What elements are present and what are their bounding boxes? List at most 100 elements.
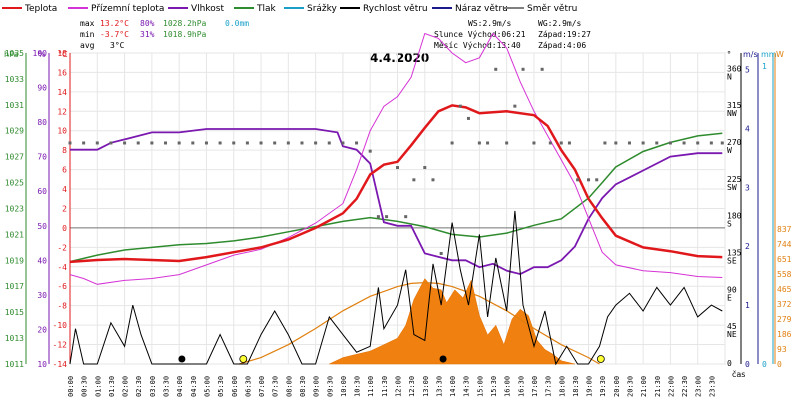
temp-tick-label: -10 [53,321,68,330]
stat-rain: 0.0mm [225,19,249,28]
wind-dir-point [431,178,435,182]
pct-tick-label: 50 [37,222,47,231]
w-tick-label: 186 [777,330,792,339]
unit-ms: m/s [743,50,758,59]
time-tick-label: 09:00 [313,376,321,397]
w-tick-label: 558 [777,270,792,279]
temp-tick-label: 14 [57,88,67,97]
time-tick-label: 13:30 [435,376,443,397]
stat-min-press: 1018.9hPa [163,30,207,39]
dir-tick-label: 135 [727,248,742,257]
wind-dir-point [709,141,713,145]
pct-tick-label: 10 [37,360,47,369]
wind-dir-point [505,141,509,145]
dir-tick-compass: W [727,146,732,155]
wind-speed-line [69,210,723,366]
stat-avg-label: avg [80,41,95,50]
time-tick-label: 20:00 [613,376,621,397]
temp-tick-label: 18 [57,49,67,58]
time-tick-label: 23:00 [695,376,703,397]
moon-marker [439,355,447,363]
dir-tick-compass: SE [727,256,737,265]
time-tick-label: 07:00 [258,376,266,397]
wind-dir-point [696,141,700,145]
w-tick-label: 837 [777,225,792,234]
dir-tick-compass: E [727,293,732,302]
hpa-tick-label: 1023 [5,204,24,213]
wind-dir-point [720,141,724,145]
wind-dir-point [109,141,113,145]
legend-srazky: Srážky [307,4,338,14]
series-layer [68,32,724,366]
ms-tick-label: 0 [745,360,750,369]
wind-dir-point [540,67,544,71]
wind-dir-point [327,141,331,145]
unit-hpa: hPa [4,50,19,59]
wind-dir-point [521,67,525,71]
hpa-tick-label: 1025 [5,179,24,188]
sun-marker [239,355,248,363]
ms-tick-label: 3 [745,183,750,192]
pct-tick-label: 30 [37,291,47,300]
wind-dir-point [164,141,168,145]
legend-vlhkost: Vlhkost [191,4,224,14]
w-tick-label: 744 [777,240,792,249]
w-tick-label: 372 [777,300,792,309]
wind-dir-point [314,141,318,145]
hpa-tick-label: 1011 [5,360,24,369]
wind-dir-point [204,141,208,145]
temp-tick-label: -14 [53,360,68,369]
solar-measured-area [329,278,575,365]
wind-dir-point [300,141,304,145]
dir-tick-compass: NE [727,330,737,339]
wind-dir-point [477,141,481,145]
wind-dir-point [532,141,536,145]
wind-dir-point [466,116,470,120]
temp-tick-label: -4 [57,263,67,272]
time-tick-label: 12:30 [408,376,416,397]
time-tick-label: 03:00 [149,376,157,397]
pct-tick-label: 80 [37,118,47,127]
dir-tick-label: 315 [727,101,742,110]
time-tick-label: 04:30 [190,376,198,397]
unit-w: W [776,50,784,59]
hpa-tick-label: 1035 [5,49,24,58]
wind-dir-point [668,141,672,145]
mm-tick-label: 0 [762,360,767,369]
wind-dir-point [548,141,552,145]
stat-moon-set: Západ:4:06 [538,41,586,50]
hpa-tick-label: 1027 [5,153,24,162]
wind-dir-point [177,141,181,145]
dir-tick-label: 90 [727,285,737,294]
wind-dir-point [150,141,154,145]
temp-tick-label: -2 [57,243,67,252]
pct-tick-label: 90 [37,84,47,93]
wind-dir-point [587,178,591,182]
time-tick-label: 02:30 [135,376,143,397]
time-tick-label: 05:30 [217,376,225,397]
time-tick-label: 10:00 [340,376,348,397]
dir-tick-label: 225 [727,175,742,184]
w-tick-label: 279 [777,315,792,324]
wind-dir-point [627,141,631,145]
wind-dir-point [682,141,686,145]
wind-dir-point [286,141,290,145]
time-tick-label: 08:00 [285,376,293,397]
temp-tick-label: 2 [62,204,67,213]
temp-tick-label: 8 [62,146,67,155]
stat-min-temp: -3.7°C [100,30,129,39]
time-tick-label: 11:00 [367,376,375,397]
unit-time: čas [732,369,745,379]
wind-dir-point [439,251,443,255]
wind-dir-point [641,141,645,145]
dir-tick-label: 360 [727,64,742,73]
pct-tick-label: 60 [37,187,47,196]
w-tick-label: 93 [777,345,787,354]
wind-dir-point [423,166,427,170]
hpa-tick-label: 1029 [5,127,24,136]
time-tick-label: 05:00 [203,376,211,397]
humidity-line [70,128,723,276]
temp-tick-label: -12 [53,341,68,350]
stats-block: max 13.2°C 80% 1028.2hPa 0.0mm min -3.7°… [80,19,591,50]
wind-dir-point [376,215,380,219]
